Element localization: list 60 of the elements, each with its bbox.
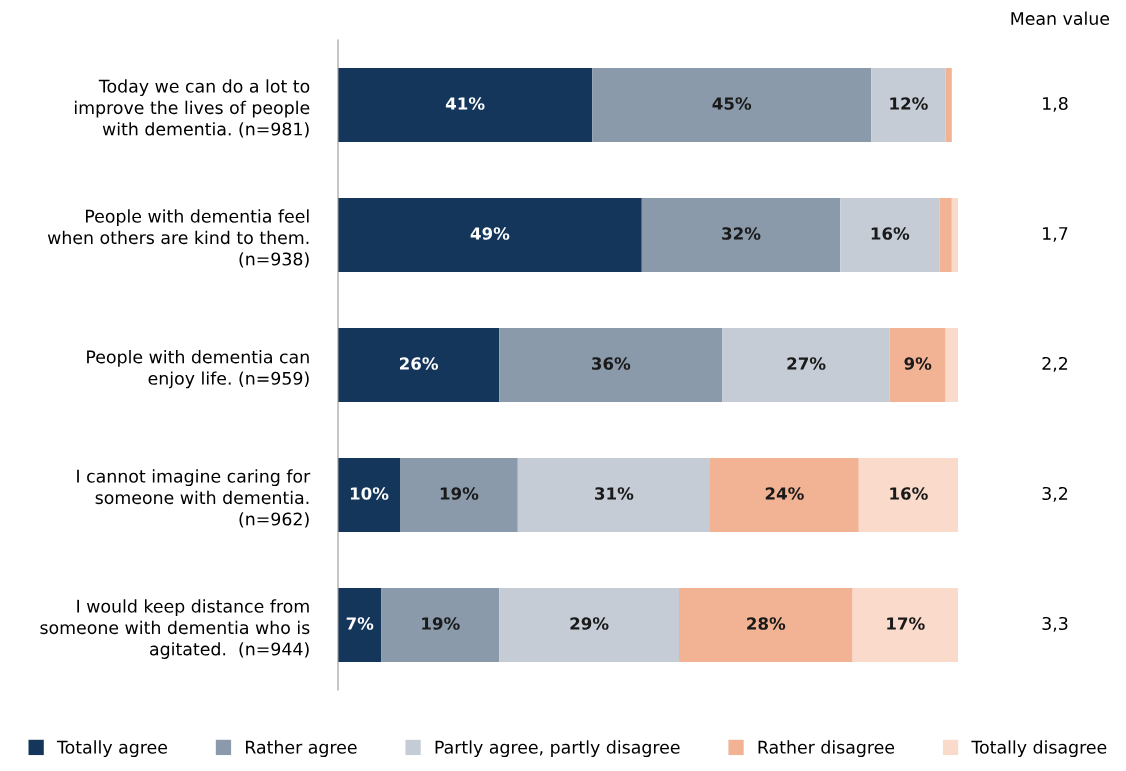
- bar: [400, 457, 518, 533]
- text: 2,2: [1042, 356, 1068, 372]
- bar: [852, 587, 958, 663]
- data-label: 49%: [470, 227, 510, 240]
- bar: [338, 457, 400, 533]
- legend-label: Rather disagree: [758, 740, 895, 758]
- bar: [499, 587, 679, 663]
- y-tick-label: People with dementia can enjoy life. (n=959): [87, 350, 309, 389]
- text: 3,2: [1042, 486, 1068, 502]
- data-label: 28%: [747, 617, 786, 630]
- data-label: 24%: [765, 487, 804, 500]
- data-label: 26%: [399, 357, 439, 370]
- data-label: 32%: [722, 227, 761, 240]
- legend-label: Totally disagree: [971, 740, 1107, 758]
- y-tick-label: I cannot imagine caring for someone with dementia. (n=962): [77, 469, 311, 528]
- data-label: 17%: [887, 617, 925, 630]
- data-label: 12%: [890, 97, 928, 110]
- legend-label: Partly agree, partly disagree: [435, 740, 680, 758]
- text: Mean value: [1011, 11, 1110, 26]
- bar: [858, 457, 958, 533]
- bar: [338, 197, 642, 273]
- bar: [840, 197, 940, 273]
- text: 3,3: [1042, 616, 1068, 632]
- text: 1,7: [1043, 227, 1068, 242]
- bar: [517, 457, 710, 533]
- bar: [710, 457, 859, 533]
- data-label: 29%: [570, 617, 609, 630]
- y-tick-label: Today we can do a lot to improve the lives of people with dementia. (n=981): [74, 79, 310, 138]
- bar: [939, 197, 952, 273]
- y-tick-label: I would keep distance from someone with dementia who is agitated. (n=944): [40, 599, 310, 659]
- text: 1,8: [1043, 96, 1068, 112]
- data-label: 16%: [890, 487, 928, 500]
- bar: [871, 67, 946, 143]
- bar: [592, 67, 872, 143]
- bar: [945, 67, 952, 143]
- data-label: 9%: [904, 357, 932, 370]
- data-label: 16%: [871, 227, 910, 240]
- bar: [951, 197, 958, 273]
- bar: [338, 587, 382, 663]
- bar: [499, 327, 723, 403]
- data-label: 45%: [712, 97, 752, 110]
- data-label: 31%: [595, 487, 634, 500]
- data-label: 36%: [591, 357, 631, 370]
- bar: [889, 327, 946, 403]
- legend-label: Totally agree: [56, 740, 167, 758]
- y-tick-label: People with dementia feel when others are kind to them. (n=938): [47, 209, 309, 268]
- data-label: 19%: [440, 487, 479, 500]
- bar: [381, 587, 500, 663]
- data-label: 27%: [787, 357, 826, 370]
- data-label: 10%: [350, 487, 389, 500]
- data-label: 19%: [422, 617, 460, 630]
- bar: [722, 327, 890, 403]
- data-label: 41%: [445, 97, 485, 110]
- bar: [679, 587, 853, 663]
- bar: [945, 327, 958, 403]
- bar: [338, 327, 500, 403]
- bar: [338, 67, 593, 143]
- data-label: 7%: [346, 617, 374, 630]
- legend-label: Rather agree: [246, 740, 357, 758]
- bar: [641, 197, 841, 273]
